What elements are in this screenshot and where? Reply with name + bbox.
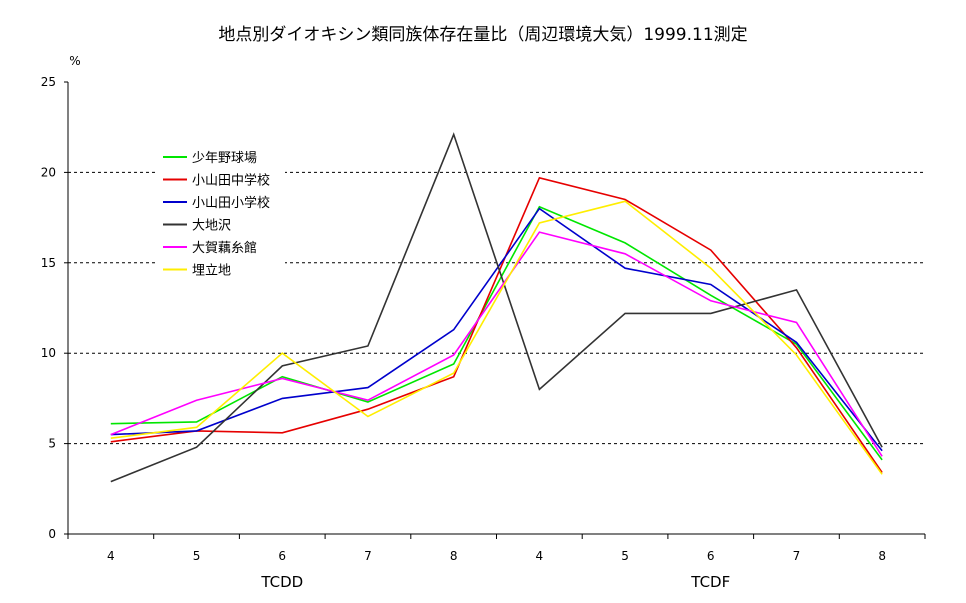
x-axis-group-labels: TCDD TCDF (260, 573, 730, 591)
legend-label: 大賀藕糸館 (192, 241, 257, 256)
x-tick-label: 5 (193, 549, 201, 563)
y-tick-label: 0 (48, 527, 56, 541)
legend-label: 大地沢 (192, 219, 231, 234)
series-line (110, 205, 883, 461)
y-tick-label: 10 (41, 346, 56, 360)
x-tick-label: 8 (450, 549, 458, 563)
chart-title: 地点別ダイオキシン類同族体存在量比（周辺環境大気）1999.11測定 (218, 25, 747, 45)
x-tick-label: 6 (278, 549, 286, 563)
y-tick-label: 15 (41, 256, 56, 270)
y-axis-unit-label: % (69, 54, 80, 68)
x-tick-label: 4 (107, 549, 115, 563)
legend-label: 小山田中学校 (192, 173, 270, 189)
x-axis-ticks: 4 5 6 7 8 4 5 6 7 8 (67, 534, 926, 563)
x-tick-label: 7 (364, 549, 372, 563)
y-tick-label: 20 (41, 165, 56, 179)
x-tick-label: 5 (621, 549, 629, 563)
series-line (110, 207, 883, 452)
x-group-label: TCDD (260, 573, 303, 591)
x-tick-label: 6 (707, 549, 715, 563)
x-tick-label: 4 (536, 549, 544, 563)
series-line (110, 200, 883, 475)
series-line (110, 176, 883, 473)
legend-label: 埋立地 (192, 264, 231, 279)
x-group-label: TCDF (690, 573, 730, 591)
y-axis-ticks: 0 5 10 15 20 25 (41, 75, 68, 541)
legend-label: 小山田小学校 (192, 195, 270, 211)
y-tick-label: 25 (41, 75, 56, 89)
x-tick-label: 7 (793, 549, 801, 563)
legend-label: 少年野球場 (192, 151, 257, 166)
data-series (110, 132, 883, 483)
y-tick-label: 5 (48, 437, 56, 451)
x-tick-label: 8 (878, 549, 886, 563)
series-line (110, 132, 883, 483)
legend-background (157, 145, 285, 284)
